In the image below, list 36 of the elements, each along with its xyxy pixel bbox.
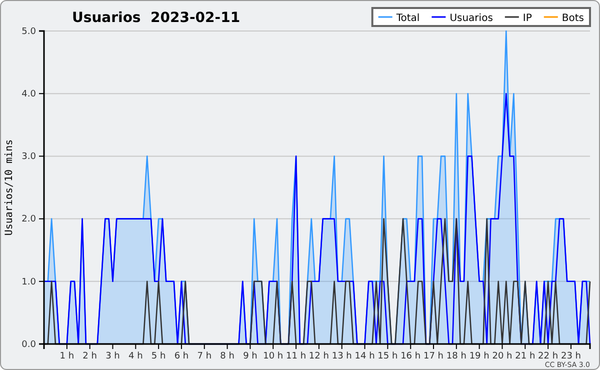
x-tick-label: 7 h [197,351,212,362]
legend-label: Bots [562,13,584,24]
x-tick-label: 13 h [332,351,352,362]
x-tick-label: 10 h [263,351,284,362]
x-tick-label: 22 h [538,351,558,362]
x-tick-label: 1 h [60,351,74,362]
x-tick-label: 16 h [400,351,421,362]
legend-label: IP [522,13,532,24]
line-series [43,92,591,345]
x-tick-label: 18 h [446,351,466,362]
x-tick-label: 15 h [378,351,398,362]
x-tick-label: 3 h [106,351,120,362]
x-tick-label: 8 h [220,351,234,362]
x-tick-label: 20 h [492,351,512,362]
x-tick-label: 5 h [151,351,166,362]
x-tick-label: 17 h [423,351,444,362]
y-tick-label: 3.0 [22,152,36,162]
legend-label: Total [395,13,420,24]
x-tick-label: 4 h [128,351,143,362]
chart-title: Usuarios 2023-02-11 [72,10,240,26]
x-tick-label: 12 h [308,351,329,362]
x-tick-label: 6 h [174,351,189,362]
x-tick-label: 14 h [354,351,375,362]
y-tick-label: 4.0 [22,89,36,100]
y-axis-title: Usuarios/10 mins [4,139,15,236]
y-tick-label: 5.0 [22,26,36,37]
x-tick-label: 19 h [469,351,490,362]
y-tick-label: 0.0 [22,340,36,350]
legend-label: Usuarios [450,13,493,24]
x-tick-label: 23 h [560,351,581,362]
x-tick-label: 21 h [515,351,536,362]
x-tick-label: 2 h [82,351,97,362]
x-tick-label: 9 h [243,351,258,362]
x-tick-label: 11 h [286,351,306,362]
y-tick-label: 1.0 [22,277,36,288]
y-tick-label: 2.0 [22,214,36,225]
